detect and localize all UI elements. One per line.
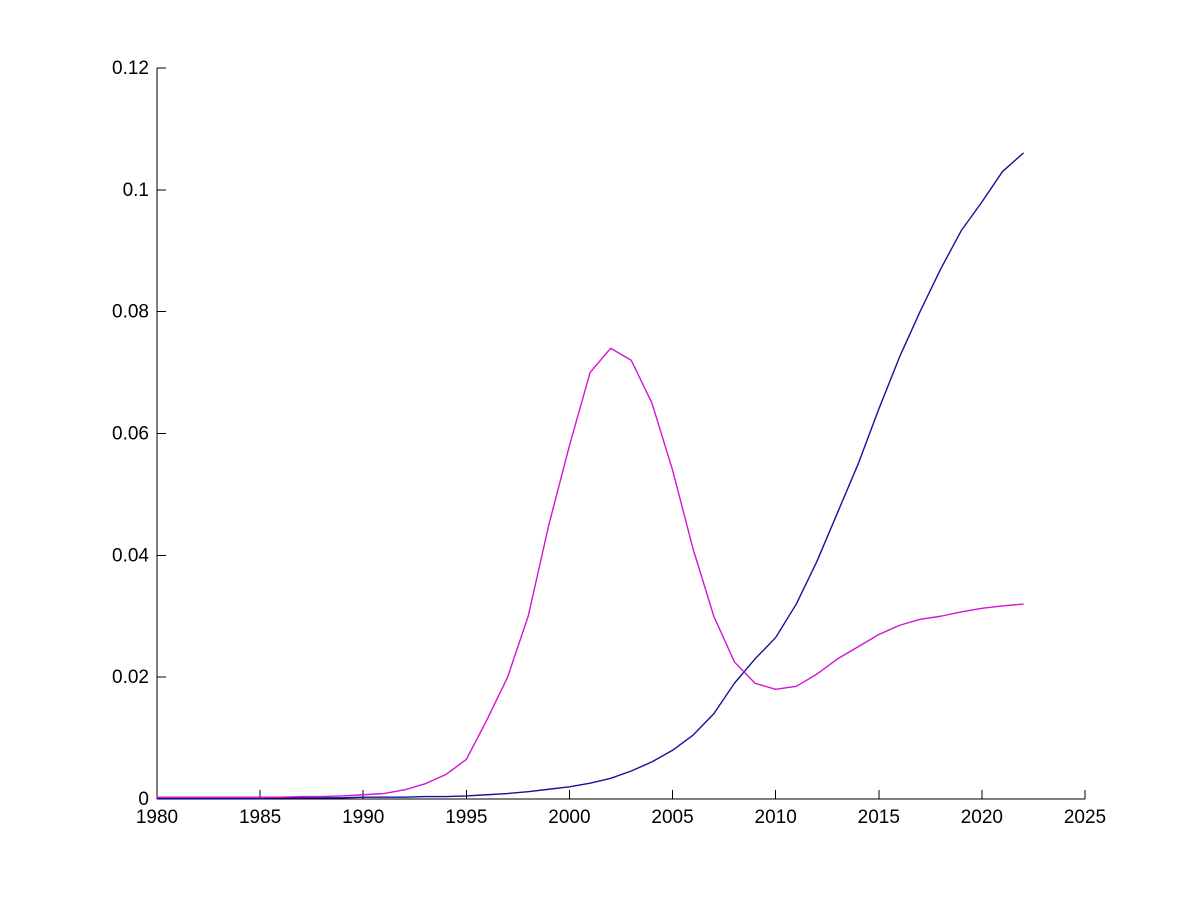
y-tick-label: 0.04	[112, 545, 149, 566]
tick-labels: 1980 1985 1990 1995 2000 2005 2010 2015 2020 2025…	[112, 58, 1106, 828]
x-tick-label: 2010	[755, 807, 797, 828]
x-tick-label: 1985	[239, 807, 281, 828]
y-tick-label: 0	[138, 789, 149, 810]
y-tick-label: 0.06	[112, 424, 149, 445]
x-tick-label: 1990	[342, 807, 384, 828]
y-tick-label: 0.08	[112, 302, 149, 323]
y-tick-label: 0.02	[112, 667, 149, 688]
series-line-blue-rising-series	[156, 152, 1024, 800]
x-tick-label: 2025	[1064, 807, 1106, 828]
x-tick-label: 1980	[136, 807, 178, 828]
axes	[156, 68, 1085, 800]
x-tick-label: 2000	[548, 807, 590, 828]
x-tick-label: 1995	[445, 807, 487, 828]
x-tick-label: 2005	[651, 807, 693, 828]
y-tick-label: 0.1	[123, 180, 149, 201]
tick-marks	[156, 67, 1086, 800]
series-line-magenta-peaked-series	[156, 347, 1024, 798]
x-tick-label: 2015	[858, 807, 900, 828]
data-series	[156, 152, 1024, 800]
y-tick-label: 0.12	[112, 58, 149, 79]
x-tick-label: 2020	[961, 807, 1003, 828]
